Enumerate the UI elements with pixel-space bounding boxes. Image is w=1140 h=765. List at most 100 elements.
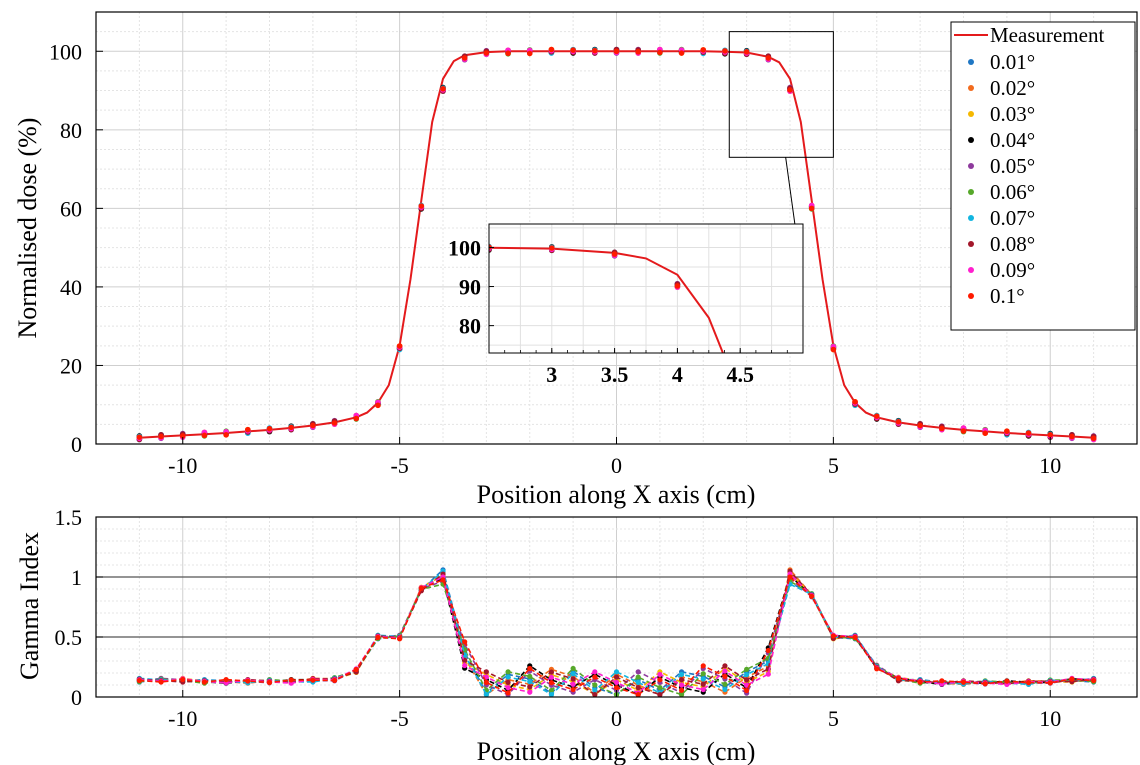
inset-chart: 3 3.5 4 4.5 80 90 100	[448, 223, 804, 387]
x-tick-label: -10	[168, 453, 197, 478]
data-point	[266, 425, 273, 432]
data-point	[440, 85, 446, 92]
gamma-data-point	[1047, 680, 1053, 686]
inset-data-point	[611, 251, 618, 257]
gamma-y-tick-label: 1	[71, 565, 82, 590]
legend-marker	[968, 241, 974, 247]
legend-items: 0.01°0.02°0.03°0.04°0.05°0.06°0.07°0.08°…	[968, 50, 1035, 308]
data-point	[917, 422, 923, 429]
gamma-data-point	[483, 692, 489, 698]
gamma-data-point	[765, 671, 771, 677]
gamma-data-point	[310, 677, 316, 683]
gamma-y-tick-label: 0.5	[55, 625, 83, 650]
gamma-data-point	[700, 686, 706, 693]
gamma-data-point	[722, 673, 728, 679]
gamma-data-point	[527, 679, 533, 685]
gamma-data-point	[527, 684, 533, 690]
inset-grid	[488, 224, 804, 353]
legend-label: 0.05°	[990, 154, 1035, 178]
gamma-data-point	[483, 669, 489, 675]
gamma-data-point	[592, 692, 598, 698]
data-point	[245, 426, 251, 433]
gamma-data-point	[288, 677, 294, 683]
data-point	[570, 47, 576, 53]
x-tick-label: 10	[1039, 453, 1061, 478]
gamma-data-point	[527, 673, 533, 679]
data-point	[787, 87, 793, 93]
data-point	[375, 402, 381, 409]
gamma-axis-ticks: -10 -5 0 5 10 0 0.5 1 1.5	[55, 505, 1062, 731]
gamma-data-point	[201, 679, 208, 685]
gamma-data-point	[527, 689, 533, 695]
data-point	[895, 419, 902, 425]
y-tick-label: 60	[60, 196, 82, 221]
data-point	[223, 431, 229, 438]
gamma-data-point	[700, 663, 706, 669]
gamma-data-point	[266, 679, 273, 686]
gamma-x-tick-label: 5	[828, 706, 839, 731]
legend-marker	[968, 293, 974, 299]
inset-clipped	[489, 243, 725, 353]
legend-label: 0.07°	[990, 206, 1035, 230]
gamma-data-point	[592, 674, 598, 680]
legend-marker	[968, 189, 974, 195]
legend-label: 0.08°	[990, 232, 1035, 256]
gamma-data-point	[548, 692, 555, 698]
gamma-data-point	[418, 585, 424, 591]
x-tick-label: 0	[611, 453, 622, 478]
gamma-data-point	[1004, 678, 1010, 684]
gamma-data-point	[722, 668, 728, 674]
gamma-data-point	[570, 665, 576, 672]
data-point	[657, 49, 663, 56]
gamma-series-0.1°	[136, 574, 1097, 698]
gamma-data-point	[1069, 676, 1075, 682]
data-point	[505, 50, 511, 57]
legend: Measurement 0.01°0.02°0.03°0.04°0.05°0.0…	[950, 21, 1136, 331]
legend-label: 0.04°	[990, 128, 1035, 152]
gamma-data-point	[570, 686, 576, 693]
legend-label: 0.01°	[990, 50, 1035, 74]
data-point	[613, 48, 620, 55]
gamma-data-point	[678, 692, 685, 698]
gamma-data-point	[657, 671, 663, 678]
legend-box	[950, 21, 1136, 331]
data-point	[310, 422, 316, 429]
y-tick-label: 40	[60, 275, 82, 300]
inset-x-tick-label: 4.5	[726, 362, 754, 387]
inset-y-tick-label: 90	[459, 275, 481, 300]
gamma-x-tick-label: 0	[611, 706, 622, 731]
data-point	[743, 49, 750, 55]
gamma-data-point	[570, 676, 576, 682]
gamma-data-point	[505, 669, 511, 675]
inset-x-tick-label: 3.5	[601, 362, 629, 387]
data-point	[158, 433, 164, 440]
data-point	[635, 49, 641, 55]
gamma-data-point	[613, 685, 620, 691]
inset-y-tick-label: 80	[459, 314, 481, 339]
gamma-data-point	[982, 681, 988, 687]
gamma-data-point	[505, 674, 511, 680]
data-point	[678, 50, 685, 56]
data-point	[765, 55, 772, 61]
data-point	[939, 425, 945, 432]
gamma-data-point	[353, 666, 359, 673]
y-axis-label: Normalised dose (%)	[13, 118, 42, 339]
gamma-data-point	[570, 681, 576, 687]
data-point	[1069, 433, 1075, 440]
data-point	[353, 415, 360, 422]
data-point	[852, 398, 858, 405]
gamma-data-point	[1091, 677, 1097, 684]
gamma-data-point	[613, 679, 620, 685]
data-point	[830, 346, 837, 353]
gamma-data-point	[765, 647, 771, 654]
legend-label: 0.02°	[990, 76, 1035, 100]
legend-marker	[968, 85, 974, 91]
data-point	[136, 434, 143, 440]
gamma-data-point	[700, 676, 706, 682]
legend-marker	[968, 215, 974, 221]
gamma-x-tick-label: 10	[1039, 706, 1061, 731]
data-point	[982, 430, 988, 437]
